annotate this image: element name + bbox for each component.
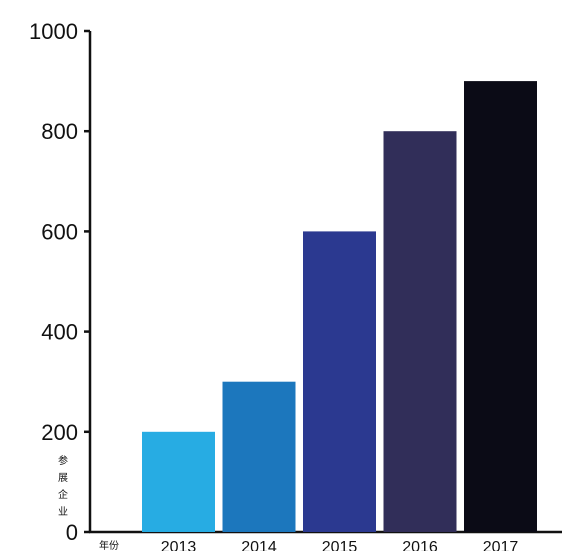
x-ticks-group: 2013 2014 2015 2016 2017 — [161, 539, 519, 551]
y-tick-label: 800 — [41, 119, 78, 144]
y-axis-title-char: 企 — [58, 488, 68, 501]
y-tick-label: 1000 — [29, 19, 78, 44]
y-ticks-group: 0 200 400 600 800 1000 — [29, 19, 90, 545]
y-axis-title-char: 业 — [58, 506, 68, 518]
y-tick-label: 600 — [41, 219, 78, 244]
y-tick-label: 400 — [41, 320, 78, 345]
bar-2014 — [222, 381, 296, 532]
y-axis-title-char: 参 — [58, 454, 68, 467]
y-axis-title-char: 展 — [58, 472, 68, 484]
y-tick-label: 200 — [41, 420, 78, 445]
y-tick-label: 0 — [66, 520, 78, 545]
x-tick-label: 2016 — [402, 539, 438, 551]
x-tick-label: 2014 — [241, 539, 277, 551]
bar-2013 — [142, 431, 215, 532]
x-tick-label: 2013 — [161, 539, 197, 551]
bars-group — [142, 81, 537, 532]
bar-2015 — [303, 231, 376, 532]
x-tick-label: 2015 — [322, 539, 358, 551]
x-axis-title: 年份 — [99, 539, 119, 551]
x-tick-label: 2017 — [483, 539, 519, 551]
bar-2016 — [383, 131, 457, 532]
bar-2017 — [464, 81, 537, 532]
